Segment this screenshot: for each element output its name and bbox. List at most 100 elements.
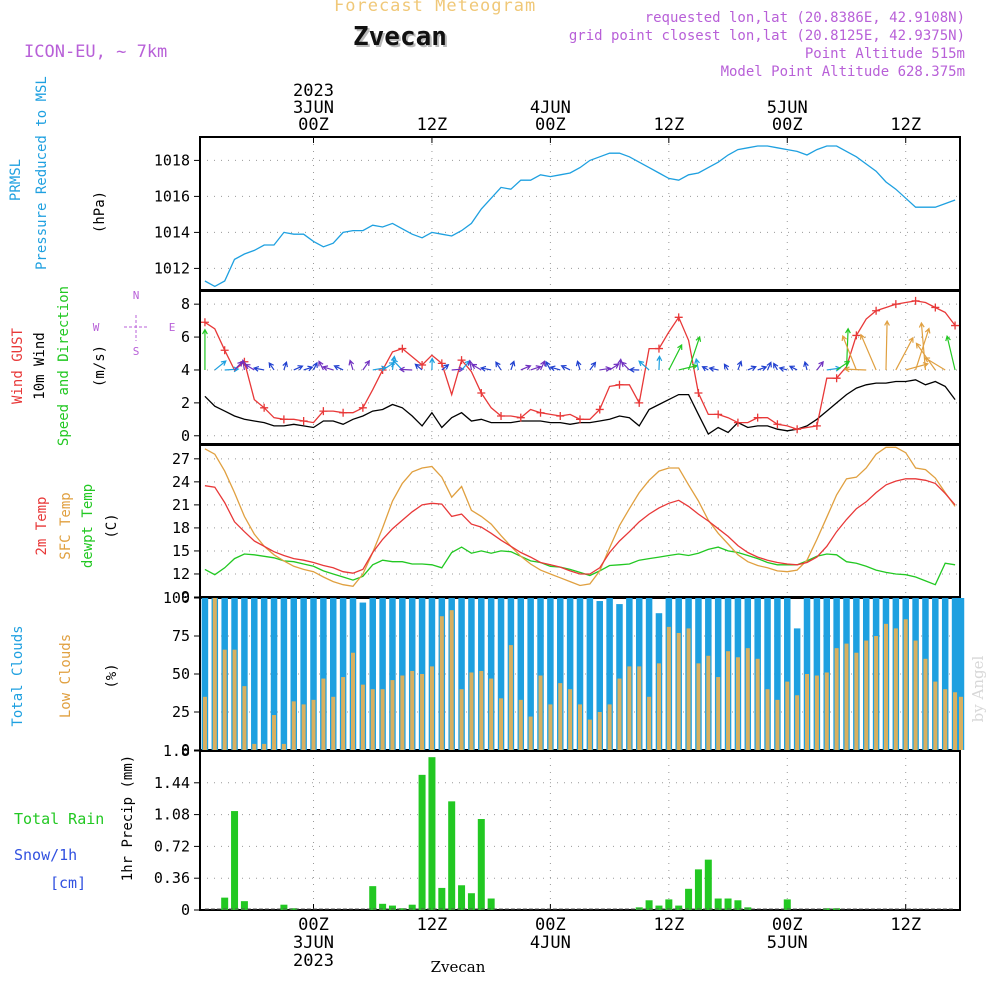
total-cloud-bar <box>369 598 376 750</box>
low-cloud-bar <box>350 652 355 750</box>
station-name: Zvecan <box>353 22 447 52</box>
gust-marker <box>497 412 506 421</box>
total-cloud-bar <box>379 598 386 750</box>
t2m-line <box>204 478 956 575</box>
gust-marker <box>852 331 861 340</box>
low-cloud-bar <box>696 663 701 750</box>
total-cloud-bar <box>606 598 613 750</box>
low-cloud-bar <box>469 672 474 750</box>
precip-bar <box>408 904 416 910</box>
gust-marker <box>516 413 525 422</box>
total-rain-label: Total Rain <box>14 810 105 828</box>
bottom-time-label: 4JUN <box>530 933 571 953</box>
total-cloud-bar <box>557 598 564 750</box>
wind-direction-arrow <box>240 359 247 371</box>
wind-direction-arrow <box>252 365 265 372</box>
wind-direction-arrow <box>945 335 956 371</box>
low-cloud-bar <box>765 689 770 750</box>
wind-direction-arrow <box>773 362 779 371</box>
gust-marker <box>220 346 229 355</box>
low-cloud-bar <box>331 696 336 750</box>
gust-marker <box>714 410 723 419</box>
low-cloud-bar <box>953 692 958 750</box>
low-cloud-bar <box>499 698 504 750</box>
compass-n: N <box>133 289 140 302</box>
low-cloud-bar <box>637 666 642 750</box>
gust-marker <box>339 408 348 417</box>
wind-direction-arrow <box>282 360 288 371</box>
ytick-label-wind: 2 <box>181 394 190 412</box>
low-cloud-bar <box>795 695 800 750</box>
wind-direction-arrow <box>638 360 650 371</box>
precip-bar <box>280 904 288 910</box>
gust-marker <box>872 306 881 315</box>
wind-direction-arrow <box>214 360 227 371</box>
wind-direction-arrow <box>757 365 768 372</box>
wind-direction-arrow <box>545 360 551 371</box>
gust-marker <box>595 405 604 414</box>
low-cloud-bar <box>479 670 484 750</box>
low-cloud-bar <box>814 675 819 750</box>
wind-direction-arrow <box>620 361 630 371</box>
gust-marker <box>812 421 821 430</box>
gust-marker <box>891 300 900 309</box>
total-cloud-bar <box>813 598 821 750</box>
ytick-label-temp: 15 <box>172 542 190 560</box>
wind-direction-arrow <box>701 366 709 372</box>
low-cloud-bar <box>508 645 513 750</box>
wind-direction-arrow <box>589 361 597 371</box>
ytick-label-pressure: 1016 <box>154 187 190 205</box>
wind-direction-arrow <box>467 359 474 371</box>
top-time-label: 12Z <box>653 115 684 135</box>
meteogram-title: Forecast Meteogram <box>334 0 537 16</box>
pressure-line <box>204 145 956 288</box>
total-cloud-bar <box>241 598 248 750</box>
total-cloud-bar <box>576 598 584 750</box>
top-time-label: 2023 <box>293 81 334 101</box>
low-cloud-bar <box>489 678 494 750</box>
low-cloud-bar <box>617 678 622 750</box>
ytick-label-wind: 4 <box>181 361 190 379</box>
ytick-label-wind: 0 <box>181 427 190 445</box>
ytick-label-pressure: 1018 <box>154 151 190 169</box>
ytick-label-temp: 24 <box>172 473 190 491</box>
low-cloud-bar <box>311 699 316 750</box>
low-cloud-bar <box>518 699 523 750</box>
compass-cross <box>124 315 148 341</box>
precip-bar <box>467 893 475 910</box>
gust-marker <box>635 398 644 407</box>
total-cloud-bar <box>329 598 337 750</box>
requested-location: requested lon,lat (20.8386E, 42.9108N) <box>644 10 965 26</box>
low-cloud-bar <box>370 689 375 750</box>
gust-marker <box>654 344 663 353</box>
wind-direction-arrow <box>816 360 824 371</box>
low-cloud-bar <box>676 632 681 750</box>
low-cloud-bar <box>647 696 652 750</box>
gust-marker <box>536 408 545 417</box>
wind-direction-arrow <box>708 366 719 372</box>
precip-bar <box>685 888 693 910</box>
total-cloud-bar <box>359 602 367 750</box>
ytick-label-temp: 18 <box>172 519 190 537</box>
low-cloud-bar <box>587 719 592 750</box>
ytick-label-temp: 9 <box>181 588 190 606</box>
wind-direction-arrow <box>803 360 809 371</box>
precip-bar <box>477 819 485 910</box>
wind-direction-arrow <box>915 327 931 371</box>
total-cloud-bar <box>951 598 959 750</box>
ytick-label-clouds: 100 <box>163 589 190 607</box>
low-cloud-bar <box>222 649 227 750</box>
low-cloud-bar <box>805 674 810 750</box>
low-cloud-bar <box>775 699 780 750</box>
total-cloud-bar <box>547 598 554 750</box>
wind-direction-arrow <box>509 360 516 371</box>
low-cloud-bar <box>281 743 286 750</box>
total-cloud-bar <box>300 598 307 750</box>
low-cloud-bar <box>528 716 533 750</box>
ytick-label-precip: 0.72 <box>154 837 190 855</box>
precip-bar <box>418 774 426 910</box>
ytick-label-temp: 12 <box>172 565 190 583</box>
total-cloud-bar <box>932 598 939 750</box>
low-cloud-bar <box>844 643 849 750</box>
wind-direction-arrow <box>539 360 546 371</box>
